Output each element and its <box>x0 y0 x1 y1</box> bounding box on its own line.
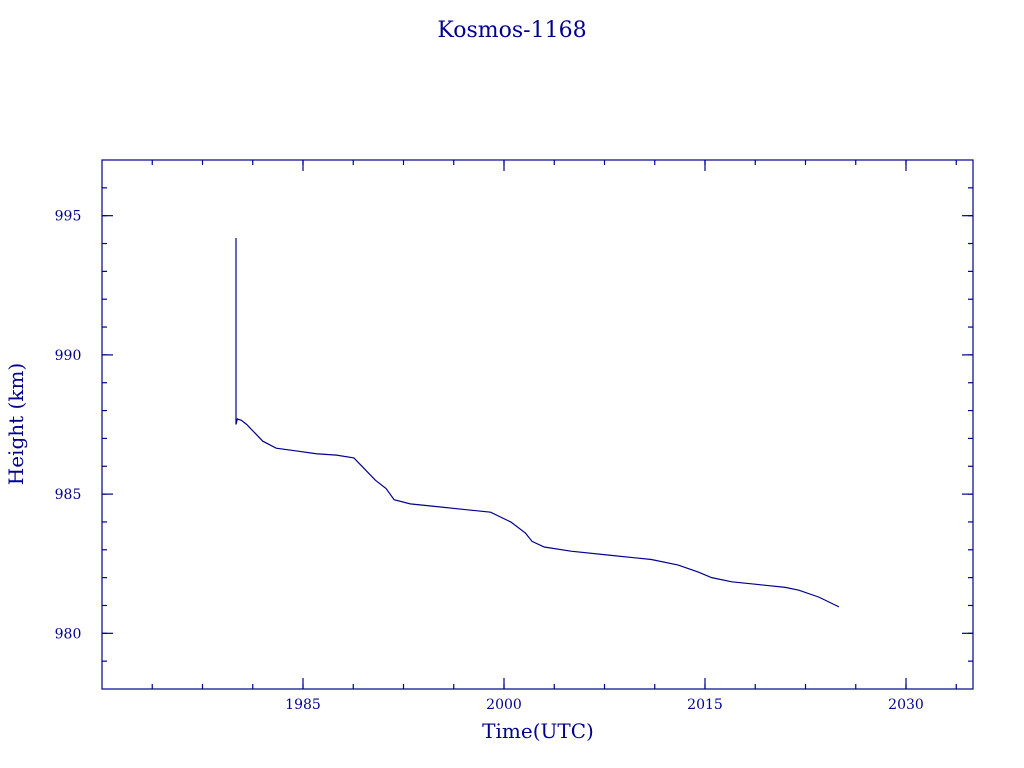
plot-frame <box>101 159 974 690</box>
y-tick-label: 985 <box>55 487 82 503</box>
minor-ticks <box>102 160 973 689</box>
y-tick-label: 980 <box>55 626 82 642</box>
y-tick-label: 990 <box>55 348 82 364</box>
x-tick-label: 2000 <box>486 697 522 713</box>
y-tick-labels: 980 985 990 995 <box>55 209 82 643</box>
chart-title: Kosmos-1168 <box>437 18 586 43</box>
y-tick-label: 995 <box>55 209 82 225</box>
x-axis-label: Time(UTC) <box>482 719 594 743</box>
x-tick-label: 2015 <box>687 697 723 713</box>
height-series-line <box>235 237 840 608</box>
x-tick-labels: 1985 2000 2015 2030 <box>285 697 924 713</box>
major-ticks <box>102 160 973 689</box>
x-tick-label: 2030 <box>888 697 924 713</box>
y-axis-label: Height (km) <box>4 363 28 485</box>
x-tick-label: 1985 <box>285 697 321 713</box>
